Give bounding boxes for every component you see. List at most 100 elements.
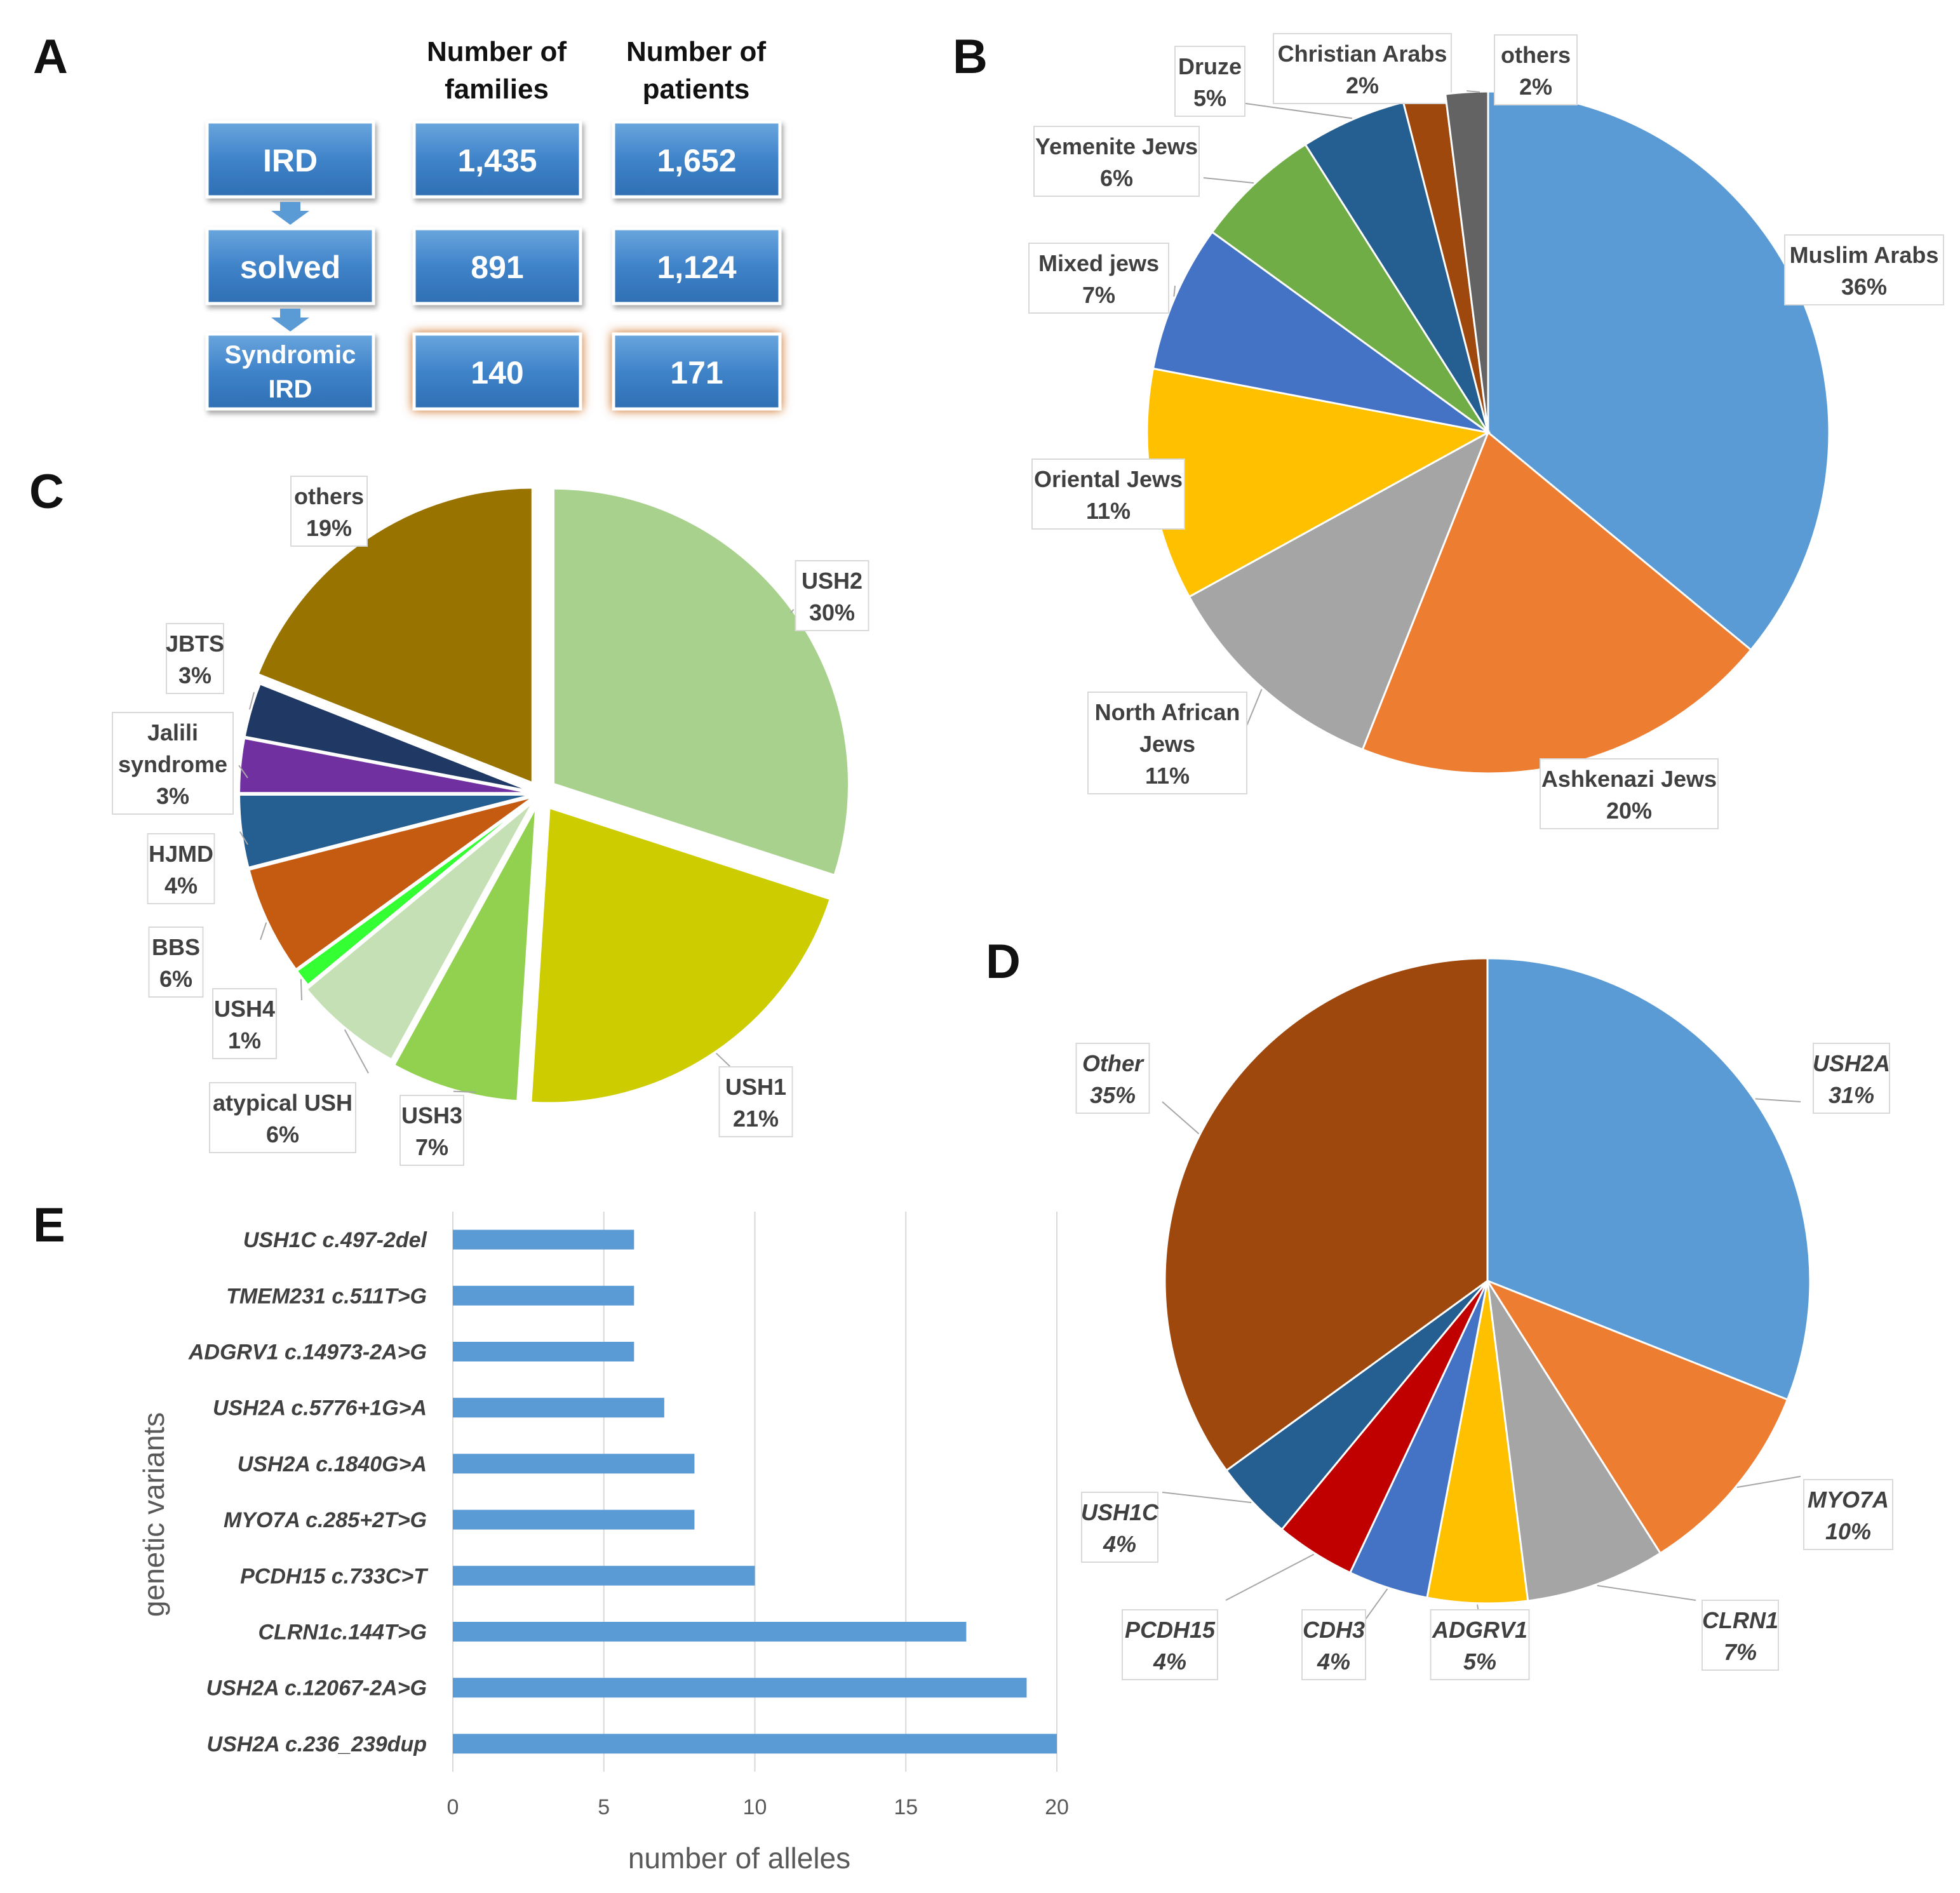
pie-slice-ush1 [529,805,833,1105]
pie-slice-clrn1 [1486,1280,1662,1602]
row-syndromic-label-line1: Syndromic [225,341,356,369]
slice-name-label: HJMD [149,841,213,867]
slice-percent-label: 21% [733,1106,779,1132]
slice-percent-label: 36% [1841,274,1887,300]
bar-clrn1c-144t-g [453,1622,967,1642]
slice-name-label: Jews [1139,731,1195,757]
slice-name-label: PCDH15 [1125,1617,1216,1643]
slice-name-label: USH3 [401,1102,462,1128]
leader-line [1244,688,1263,731]
bar-ush1c-c-497-2del [453,1229,634,1250]
bar-pcdh15-c-733c-t [453,1565,755,1586]
slice-percent-label: 35% [1090,1082,1136,1108]
slice-name-label: ADGRV1 [1432,1617,1527,1643]
panel-label-a: A [33,30,68,84]
row-ird-label: IRD [263,143,318,178]
header-patients-line2: patients [643,74,750,105]
data-label-box [1540,758,1719,829]
slice-percent-label: 30% [809,599,855,625]
leader-line [1365,1588,1388,1620]
slice-name-label: Christian Arabs [1278,41,1447,67]
leader-line [1597,1584,1696,1601]
bar-ush2a-c-1840g-a [453,1454,695,1474]
data-label-box [795,560,869,631]
data-label-box [1081,1492,1158,1563]
leader-line [1232,101,1353,119]
row-syndromic-families-box [412,332,582,411]
slice-percent-label: 2% [1519,74,1552,100]
slice-percent-label: 5% [1463,1649,1496,1675]
slice-name-label: USH2 [802,568,863,594]
leader-line [248,692,255,710]
row-syndromic-label-box [205,332,375,411]
data-label-box [1174,46,1245,117]
header-patients-line1: Number of [626,36,766,67]
slice-percent-label: 4% [164,873,198,899]
leader-line [1162,1101,1200,1135]
pie-slice-ush3 [392,805,538,1103]
data-label-box [1033,126,1200,197]
leader-line [1755,1098,1801,1102]
pie-slice-north-african-jews [1188,430,1490,751]
category-label: MYO7A c.285+2T>G [224,1508,427,1532]
category-label: USH1C c.497-2del [243,1228,428,1252]
data-label-box [399,1095,464,1166]
slice-percent-label: 4% [1103,1531,1136,1557]
bar-myo7a-c-285-2t-g [453,1509,695,1530]
pie-slice-bbs [246,794,536,972]
x-tick-label: 20 [1045,1795,1069,1819]
leader-line [344,1029,369,1074]
data-label-box [1028,243,1169,314]
pie-chart-syndromes: USH2 30% USH1 21% USH3 7% atypical USH 6% USH4 1%… [112,476,869,1166]
data-label-box [212,988,277,1059]
bar-ush2a-c-5776-1g-a [453,1398,664,1418]
e-ylabel: genetic variants [137,1412,170,1617]
pie-slice-jbts [243,681,536,794]
row-solved-families-box [412,227,582,305]
pie-chart-ethnicity: Muslim Arabs 36% Ashkenazi Jews 20% North Af… [1028,33,1944,829]
bar-adgrv1-c-14973-2a-g [453,1342,634,1361]
leader-line [1162,1492,1252,1504]
pie-slice-adgrv1 [1426,1280,1529,1605]
slice-name-label: USH1 [725,1074,786,1100]
data-label-box [1087,692,1247,794]
pie-chart-genes: USH2A 31% MYO7A 10% CLRN1 7% ADGRV1 5% CDH3 4% PCD… [1075,957,1893,1680]
leader-line [1736,1476,1801,1488]
e-xlabel: number of alleles [628,1842,850,1875]
row-syndromic-patients: 171 [670,355,723,391]
slice-percent-label: 6% [266,1121,299,1147]
down-arrow-icon [271,309,309,331]
data-label-box [1813,1043,1890,1114]
panel-label-e: E [33,1198,65,1252]
slice-percent-label: 11% [1145,763,1190,789]
row-solved-patients: 1,124 [657,250,736,285]
slice-name-label: USH4 [214,996,275,1022]
header-families-line2: families [445,74,549,105]
slice-percent-label: 31% [1829,1082,1874,1108]
x-tick-label: 0 [447,1795,459,1819]
row-ird-patients: 1,652 [657,143,736,178]
slice-name-label: North African [1095,699,1240,725]
pie-slice-yemenite-jews [1211,143,1489,434]
data-label-box [1301,1609,1366,1680]
slice-percent-label: 6% [159,966,192,992]
slice-name-label: Druze [1178,53,1242,79]
slice-percent-label: 11% [1086,498,1131,524]
x-tick-label: 10 [743,1795,767,1819]
row-ird-label-box [205,120,375,199]
slice-name-label: Ashkenazi Jews [1541,766,1717,792]
slice-percent-label: 4% [1153,1649,1186,1675]
slice-name-label: USH2A [1813,1050,1890,1076]
slice-name-label: CDH3 [1303,1617,1365,1643]
row-syndromic-families: 140 [471,355,523,391]
data-label-box [1494,34,1578,105]
panel-label-c: C [29,465,64,519]
row-solved-patients-box [612,227,782,305]
data-label-box [166,623,224,694]
row-ird-patients-box [612,120,782,199]
slice-name-label: atypical USH [213,1090,352,1116]
bar-ush2a-c-236-239dup [453,1734,1057,1754]
slice-name-label: others [1501,42,1571,68]
slice-percent-label: 3% [178,662,211,688]
